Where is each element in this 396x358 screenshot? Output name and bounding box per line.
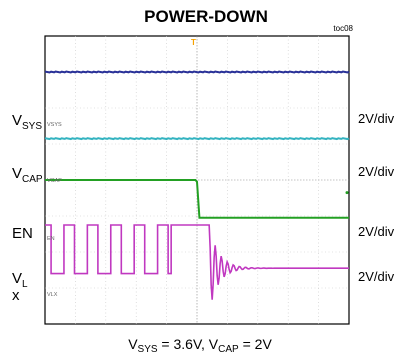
channel-label-main: V [12, 165, 22, 182]
caption-part: = 2V [239, 336, 273, 352]
channel-label: VSYS [12, 112, 42, 132]
trace-3 [45, 224, 349, 300]
caption-part: V [128, 336, 138, 352]
channel-scale: 2V/div [358, 164, 395, 179]
channel-label-main: EN [12, 225, 33, 242]
channel-label-sub: L [22, 279, 28, 290]
scope-traces [44, 70, 350, 300]
trace-1 [44, 137, 350, 141]
figure-id: toc08 [333, 24, 353, 33]
caption-sub: CAP [218, 344, 239, 355]
marker-dot [345, 191, 349, 195]
channel-small-label: VCAP [47, 178, 62, 184]
scope-markers: T [191, 38, 349, 195]
channel-label: EN [12, 225, 33, 242]
channel-scale: 2V/div [358, 111, 395, 126]
channel-scale: 2V/div [358, 224, 395, 239]
channel-small-label: VLX [47, 292, 58, 298]
caption-sub: SYS [138, 344, 158, 355]
trace-2 [45, 179, 349, 219]
channel-scale: 2V/div [358, 269, 395, 284]
channel-label-sub: SYS [22, 121, 42, 132]
channel-label-main: V [12, 270, 22, 287]
caption: VSYS = 3.6V, VCAP = 2V [128, 336, 272, 355]
channel-label: x [12, 287, 20, 304]
channel-small-label: VSYS [47, 122, 62, 128]
channel-label: VCAP [12, 165, 43, 185]
channel-small-label: EN [47, 236, 55, 242]
caption-part: = 3.6V, V [158, 336, 219, 352]
channel-label-main: V [12, 112, 22, 129]
channel-label: VL [12, 270, 28, 290]
channel-label-main: x [12, 287, 20, 304]
trace-0 [44, 70, 350, 74]
channel-label-sub: CAP [22, 174, 43, 185]
chart-title: POWER-DOWN [144, 7, 268, 26]
trigger-marker: T [191, 38, 196, 47]
